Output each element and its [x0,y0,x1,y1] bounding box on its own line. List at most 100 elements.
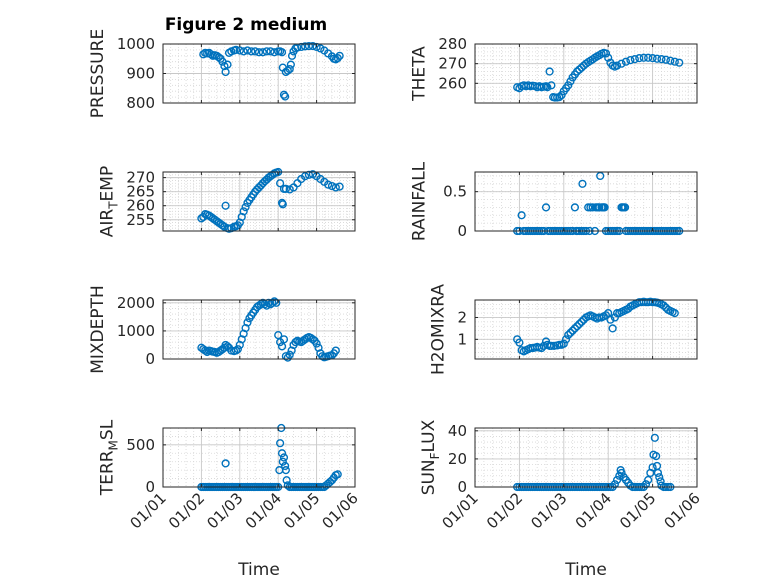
data-point [312,339,321,348]
data-point [555,92,564,102]
data-point [578,179,587,188]
data-point [641,480,651,489]
data-point [610,480,619,489]
data-point [278,200,287,209]
y-tick-label: 0.5 [443,183,467,201]
data-point [644,53,653,62]
data-point [604,53,613,62]
data-series [197,167,344,233]
data-point [304,170,314,179]
data-point [650,433,659,442]
figure-title: Figure 2 medium [165,15,327,35]
data-point [541,203,551,212]
data-point [539,341,548,350]
x-axis-label: Time [564,560,607,580]
data-point [324,180,333,189]
data-point [659,301,668,310]
plot-area [163,172,355,231]
data-point [600,203,609,212]
axes-box [162,299,356,360]
data-point [331,183,340,192]
data-point [243,318,252,327]
data-point [272,298,281,307]
data-point [666,56,675,65]
data-point [652,451,661,461]
y-tick-label: 265 [126,183,155,201]
data-point [612,475,622,485]
data-point [281,461,290,471]
data-point [281,352,290,361]
y-tick-label: 1 [457,330,467,348]
data-point [268,298,277,307]
y-axis-label: RAINFALL [410,161,430,241]
data-series [513,297,679,356]
data-point [277,449,287,458]
data-point [601,311,611,320]
data-point [335,51,344,60]
data-point [291,338,300,347]
data-point [626,56,635,65]
data-point [577,317,586,326]
data-point [277,48,287,57]
data-point [274,331,283,340]
data-point [231,45,241,55]
data-point [653,468,663,478]
data-point [247,47,256,56]
data-point [243,46,252,55]
data-point [300,172,310,181]
y-tick-label: 900 [126,65,155,83]
x-tick-label: 01/03 [527,489,570,532]
y-axis-label: AIRTEMP [98,166,121,237]
data-point [557,91,566,100]
data-point [559,339,568,348]
data-point [568,326,577,335]
axes-box [474,171,698,232]
x-tick-label: 01/06 [661,489,704,532]
data-point [657,55,666,64]
data-point [652,54,662,63]
data-point [570,203,580,212]
data-point [277,342,287,351]
data-point [327,181,337,191]
data-point [281,184,290,193]
x-tick-label: 01/03 [203,489,246,532]
data-point [199,50,208,59]
data-point [333,54,342,63]
data-point [258,48,267,57]
data-point [285,350,294,359]
y-tick-label: 270 [126,169,155,187]
data-point [575,319,584,329]
data-point [335,182,344,191]
data-point [570,324,580,333]
data-point [547,341,556,350]
data-point [235,46,244,55]
y-axis-label: H2OMIXRA [429,284,449,375]
data-point [515,338,524,347]
subplot-5: 0 1000 2000 MIXDEPTH [88,285,356,374]
y-tick-label: 800 [126,94,155,112]
plot-area [475,428,697,487]
data-point [287,51,297,60]
data-point [201,346,210,355]
data-point [331,346,340,355]
data-point [610,313,619,322]
data-point [564,81,573,90]
data-point [281,92,290,101]
data-point [279,335,289,344]
data-point [543,83,552,92]
data-point [241,203,250,212]
data-point [617,59,626,68]
x-axis-label: Time [237,560,280,580]
data-point [648,54,657,63]
y-axis-label: THETA [410,46,430,102]
x-tick-label: 01/05 [616,489,659,532]
y-tick-label: 500 [126,436,155,454]
data-point [260,300,269,309]
data-point [670,57,679,66]
data-point [635,54,644,63]
plot-area [475,44,697,103]
axes-box [474,299,698,360]
